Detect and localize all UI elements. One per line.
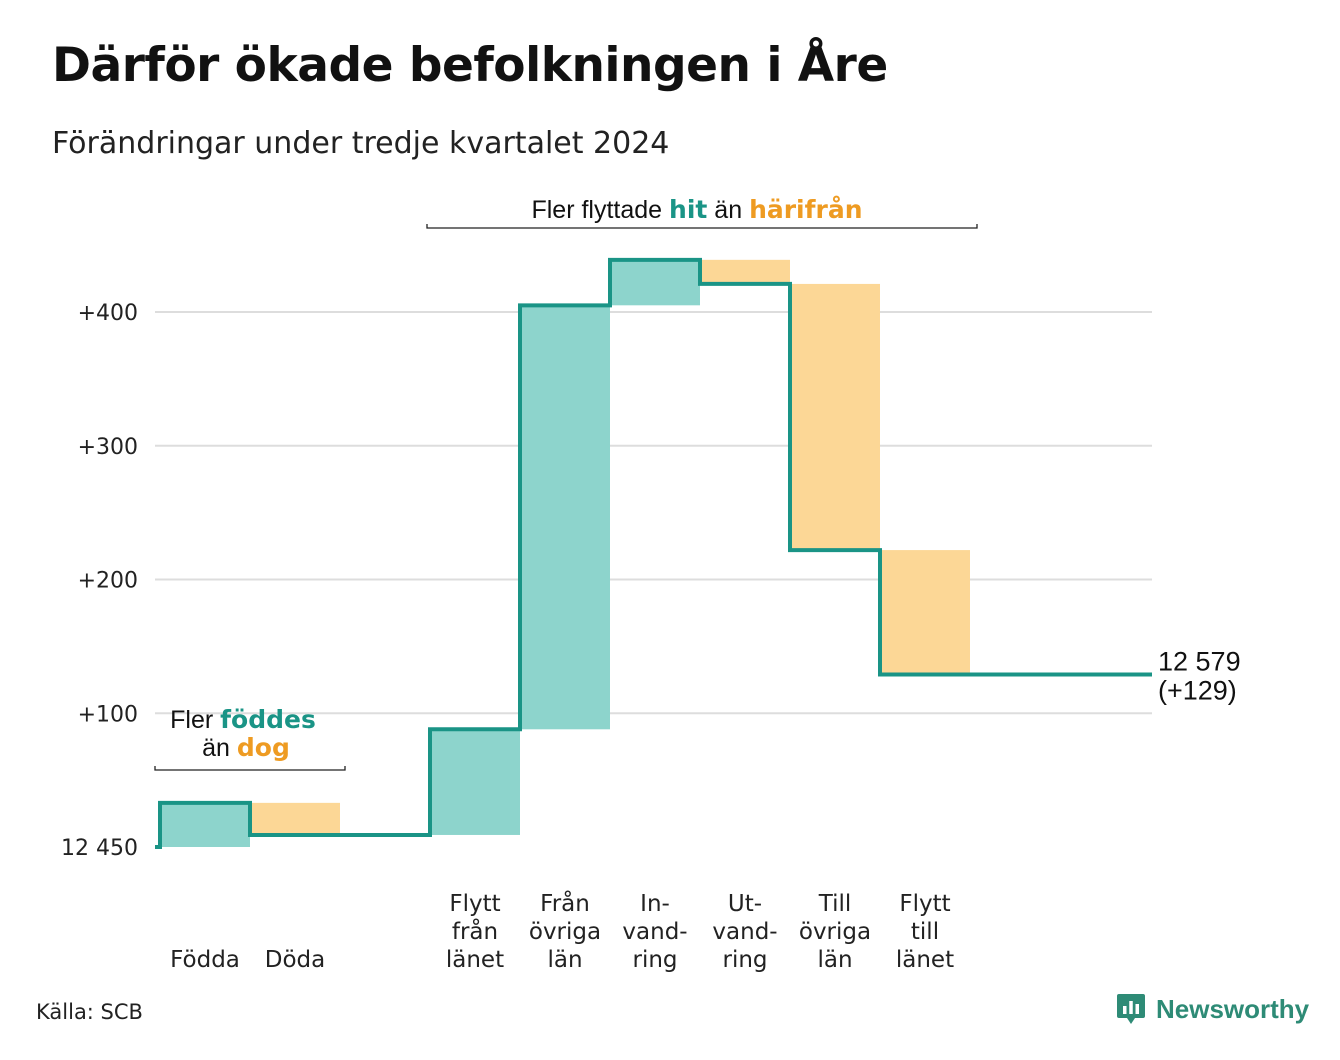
bars — [160, 259, 970, 847]
bar-döda — [250, 802, 340, 835]
category-label: Flytt — [899, 891, 950, 917]
grid-lines — [155, 311, 1152, 715]
bar-flytttilllänet — [880, 550, 970, 675]
annotation-text: Fler — [170, 706, 220, 734]
annotation-moves: Fler flyttade hit än härifrån — [531, 195, 862, 224]
category-label: till — [911, 919, 939, 945]
annotation-births-bracket — [154, 766, 346, 771]
category-label: ring — [632, 947, 677, 973]
category-label: övriga — [799, 919, 871, 945]
category-label: Från — [540, 889, 590, 917]
category-label: Ut- — [728, 891, 762, 917]
cumulative-line — [155, 257, 1152, 849]
category-label: Födda — [170, 947, 240, 973]
annotation-moves-bracket — [426, 224, 978, 229]
category-label: Till — [818, 891, 852, 917]
category-label: In- — [640, 891, 670, 917]
category-label: Flytt — [449, 891, 500, 917]
annotation-births-line2: än dog — [202, 733, 290, 762]
category-label: ring — [722, 947, 767, 973]
annotation-highlight-orange: härifrån — [749, 195, 862, 224]
category-label: län — [817, 947, 852, 973]
bar-födda — [160, 802, 250, 847]
y-tick-label: +300 — [78, 435, 138, 460]
brand-name: Newsworthy — [1156, 993, 1310, 1024]
category-label: länet — [446, 947, 504, 973]
y-tick-label: +100 — [78, 702, 138, 727]
annotation-highlight-teal: föddes — [220, 705, 316, 734]
end-value-label: 12 579 — [1158, 646, 1241, 676]
brand-logo: Newsworthy — [1116, 992, 1309, 1026]
annotation-births-line1: Fler föddes — [170, 705, 316, 734]
annotation-text: än — [707, 196, 749, 224]
annotation-text: än — [202, 734, 237, 762]
annotation-highlight-teal: hit — [669, 195, 707, 224]
category-label: vand- — [622, 919, 687, 945]
bar-utvandring — [700, 259, 790, 284]
annotation-highlight-orange: dog — [237, 733, 290, 762]
end-change-label: (+129) — [1158, 675, 1237, 705]
chart-title: Därför ökade befolkningen i Åre — [52, 38, 888, 93]
bar-frånövrigalän — [520, 305, 610, 730]
bar-flyttfrånlänet — [430, 729, 520, 835]
category-label: övriga — [529, 919, 601, 945]
category-label: från — [452, 917, 498, 945]
annotation-text: Fler flyttade — [531, 196, 669, 224]
y-tick-label: 12 450 — [61, 836, 138, 861]
y-tick-label: +400 — [78, 301, 138, 326]
category-label: vand- — [712, 919, 777, 945]
bar-invandring — [610, 259, 700, 306]
bar-tillövrigalän — [790, 283, 880, 551]
cumulative-step-line — [155, 257, 1152, 849]
category-label: län — [547, 947, 582, 973]
category-label: länet — [896, 947, 954, 973]
category-label: Döda — [265, 947, 325, 973]
chart-subtitle: Förändringar under tredje kvartalet 2024 — [52, 126, 670, 161]
y-tick-label: +200 — [78, 569, 138, 594]
source-note: Källa: SCB — [36, 1000, 143, 1024]
bar-chart-speech-bubble-icon — [1117, 994, 1145, 1024]
